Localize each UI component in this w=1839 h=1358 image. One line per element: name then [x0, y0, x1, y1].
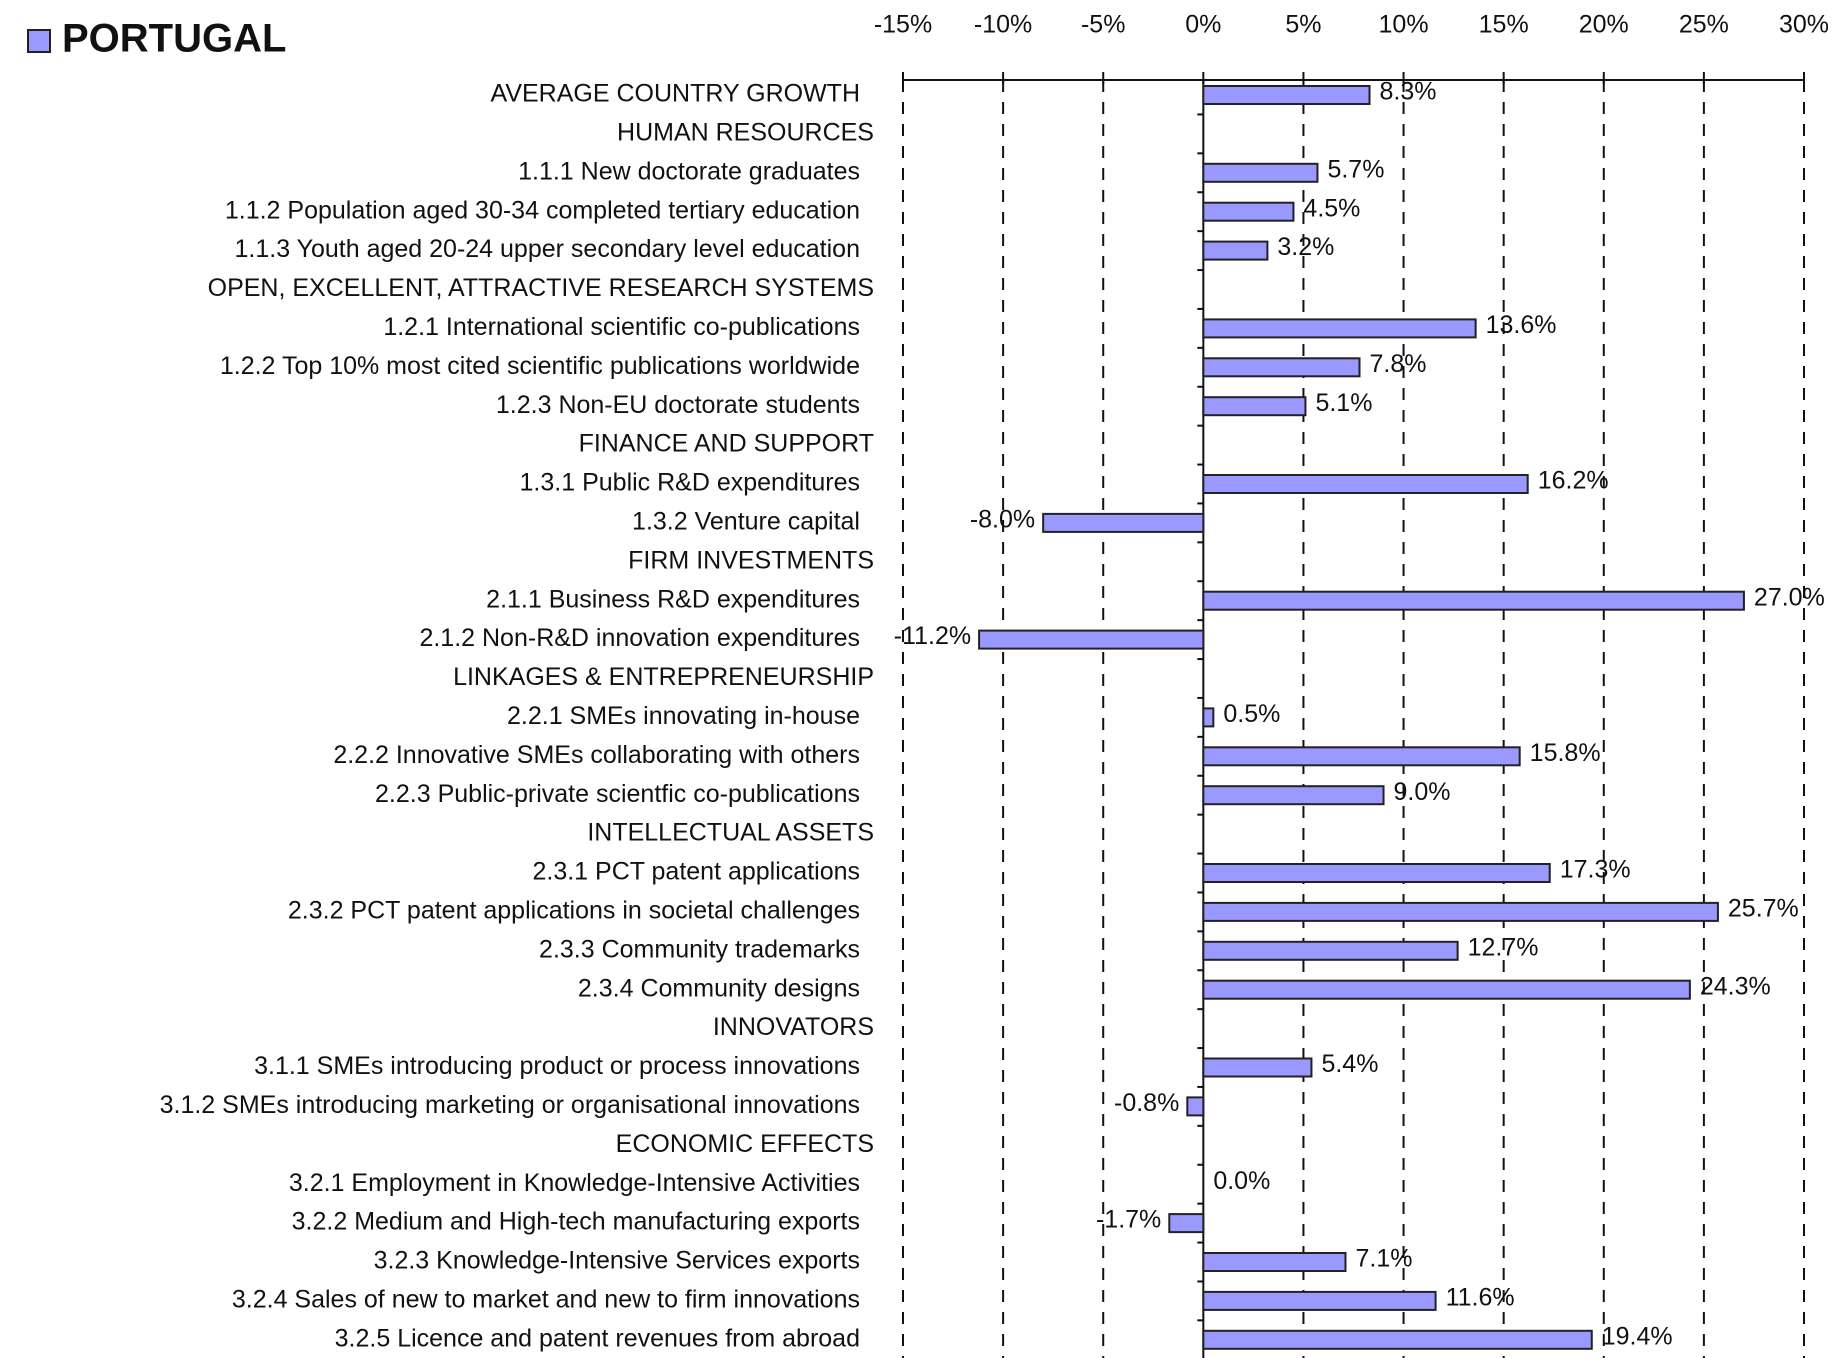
y-tick-label: 1.3.1 Public R&D expenditures — [520, 469, 860, 497]
x-tick-label: 30% — [1779, 11, 1829, 39]
data-label: 3.2% — [1277, 233, 1334, 261]
x-tick-label: 20% — [1579, 11, 1629, 39]
bar — [1202, 1290, 1437, 1311]
legend-label: PORTUGAL — [62, 17, 286, 61]
data-label: 8.3% — [1380, 78, 1437, 106]
y-tick-label: 3.2.4 Sales of new to market and new to … — [232, 1286, 860, 1314]
section-label: INNOVATORS — [713, 1013, 874, 1041]
bar — [1202, 785, 1385, 806]
section-label: INTELLECTUAL ASSETS — [587, 819, 874, 847]
data-label: 9.0% — [1394, 778, 1451, 806]
data-label: 4.5% — [1303, 194, 1360, 222]
bar — [1202, 590, 1745, 611]
data-label: 16.2% — [1538, 467, 1609, 495]
x-tick-label: 5% — [1285, 11, 1321, 39]
bar — [1202, 1057, 1313, 1078]
data-label: -1.7% — [1096, 1206, 1161, 1234]
y-tick-label: 1.1.1 New doctorate graduates — [518, 157, 860, 185]
x-tick-label: -5% — [1081, 11, 1125, 39]
bar — [1202, 707, 1215, 728]
y-tick-label: 1.2.1 International scientific co-public… — [383, 313, 860, 341]
y-tick-label: 2.2.3 Public-private scientfic co-public… — [375, 780, 860, 808]
y-tick-label: 2.3.3 Community trademarks — [539, 935, 860, 963]
data-label: 5.1% — [1315, 389, 1372, 417]
data-label: 17.3% — [1560, 856, 1631, 884]
y-tick-label: 3.2.2 Medium and High-tech manufacturing… — [292, 1208, 860, 1236]
data-label: 7.8% — [1370, 350, 1427, 378]
data-label: 19.4% — [1602, 1322, 1673, 1350]
section-label: LINKAGES & ENTREPRENEURSHIP — [453, 663, 874, 691]
bar — [1202, 901, 1719, 922]
data-label: 15.8% — [1530, 739, 1601, 767]
y-tick-label: 2.2.2 Innovative SMEs collaborating with… — [333, 741, 860, 769]
y-tick-label: 1.3.2 Venture capital — [632, 508, 860, 536]
bar — [1202, 940, 1459, 961]
x-tick-label: -10% — [974, 11, 1032, 39]
y-tick-label: 2.1.1 Business R&D expenditures — [486, 585, 860, 613]
section-label: FINANCE AND SUPPORT — [579, 430, 874, 458]
bar — [1186, 1096, 1205, 1117]
bar — [1202, 474, 1529, 494]
y-tick-label: 3.1.2 SMEs introducing marketing or orga… — [160, 1091, 860, 1119]
y-tick-label: 3.2.3 Knowledge-Intensive Services expor… — [374, 1247, 860, 1275]
data-label: 12.7% — [1468, 933, 1539, 961]
x-tick-label: 15% — [1479, 11, 1529, 39]
data-label: -8.0% — [970, 506, 1035, 534]
y-tick-label: AVERAGE COUNTRY GROWTH — [491, 80, 860, 108]
y-tick-label: 3.2.1 Employment in Knowledge-Intensive … — [289, 1169, 860, 1197]
y-tick-label: 2.3.1 PCT patent applications — [532, 858, 860, 886]
y-tick-label: 2.3.4 Community designs — [578, 974, 860, 1002]
data-label: -0.8% — [1114, 1089, 1179, 1117]
data-label: 27.0% — [1754, 583, 1825, 611]
bar — [978, 629, 1205, 650]
legend-swatch — [27, 29, 51, 53]
y-tick-label: 1.1.3 Youth aged 20-24 upper secondary l… — [235, 235, 861, 263]
bar — [1202, 85, 1371, 105]
data-label: 25.7% — [1728, 895, 1799, 923]
bar — [1202, 863, 1551, 883]
y-tick-label: 1.2.2 Top 10% most cited scientific publ… — [220, 352, 860, 380]
bar — [1202, 979, 1691, 1000]
data-label: 5.4% — [1321, 1050, 1378, 1078]
bar — [1202, 162, 1319, 183]
x-tick-label: 0% — [1185, 11, 1221, 39]
data-label: 0.0% — [1213, 1167, 1270, 1195]
data-label: 24.3% — [1700, 972, 1771, 1000]
data-label: 11.6% — [1446, 1284, 1515, 1312]
bar — [1202, 240, 1269, 261]
y-tick-label: 2.3.2 PCT patent applications in societa… — [288, 897, 860, 925]
data-label: -11.2% — [894, 622, 971, 650]
section-label: HUMAN RESOURCES — [617, 119, 874, 147]
data-label: 0.5% — [1223, 700, 1280, 728]
y-tick-label: 2.2.1 SMEs innovating in-house — [507, 702, 860, 730]
bar — [1202, 318, 1477, 339]
bar — [1202, 357, 1361, 378]
data-label: 5.7% — [1327, 155, 1384, 183]
data-label: 13.6% — [1486, 311, 1557, 339]
section-label: ECONOMIC EFFECTS — [616, 1130, 874, 1158]
bar — [1202, 746, 1521, 767]
y-tick-label: 3.2.5 Licence and patent revenues from a… — [335, 1324, 860, 1352]
y-tick-label: 3.1.1 SMEs introducing product or proces… — [254, 1052, 860, 1080]
section-label: OPEN, EXCELLENT, ATTRACTIVE RESEARCH SYS… — [208, 274, 874, 302]
y-tick-label: 1.2.3 Non-EU doctorate students — [496, 391, 860, 419]
bar — [1202, 1329, 1593, 1350]
data-label: 7.1% — [1355, 1245, 1412, 1273]
bar — [1202, 201, 1295, 222]
bar — [1042, 512, 1205, 533]
x-tick-label: 10% — [1379, 11, 1429, 39]
bar — [1202, 396, 1307, 417]
section-label: FIRM INVESTMENTS — [628, 546, 874, 574]
bar — [1202, 1252, 1347, 1272]
x-tick-label: 25% — [1679, 11, 1729, 39]
y-tick-label: 1.1.2 Population aged 30-34 completed te… — [225, 196, 860, 224]
y-tick-label: 2.1.2 Non-R&D innovation expenditures — [419, 624, 860, 652]
x-tick-label: -15% — [874, 11, 932, 39]
bar — [1168, 1213, 1205, 1234]
